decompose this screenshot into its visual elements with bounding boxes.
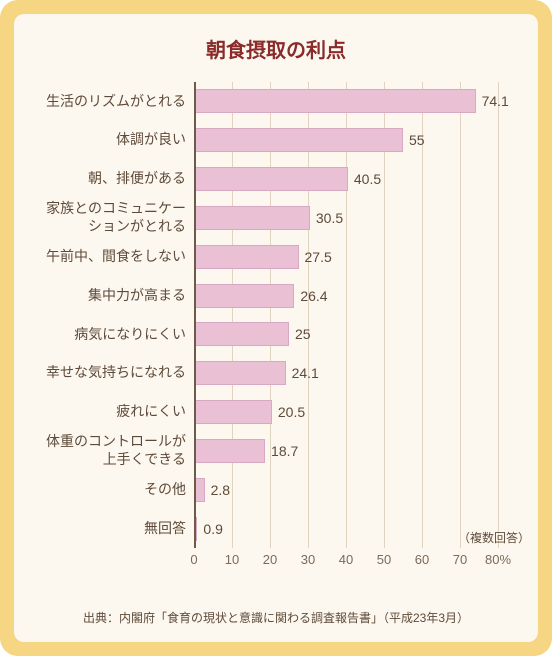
- bar-row: 無回答0.9: [14, 511, 498, 547]
- bar: [194, 284, 294, 308]
- bar-row: 朝、排便がある 40.5: [14, 161, 498, 197]
- bar-label: 家族とのコミュニケー ションがとれる: [14, 200, 194, 235]
- bar-row: 家族とのコミュニケー ションがとれる 30.5: [14, 200, 498, 236]
- card-inner: 朝食摂取の利点 生活のリズムがとれる74.1体調が良い55朝、排便がある40.5…: [14, 14, 538, 642]
- bar-row: 幸せな気持ちになれる 24.1: [14, 355, 498, 391]
- bar-label: 無回答: [14, 520, 194, 538]
- bar-row: 生活のリズムがとれる74.1: [14, 83, 498, 119]
- bar-track: 40.5: [194, 167, 498, 191]
- bar-track: 74.1: [194, 89, 498, 113]
- x-tick-label: 10: [225, 552, 239, 567]
- bar: [194, 400, 272, 424]
- bar: [194, 89, 476, 113]
- bar-track: 24.1: [194, 361, 498, 385]
- bar-value: 25: [289, 322, 311, 346]
- bar-value: 74.1: [476, 89, 509, 113]
- bar-rows: 生活のリズムがとれる74.1体調が良い55朝、排便がある40.5家族とのコミュニ…: [14, 82, 498, 548]
- x-tick-label: 40: [339, 552, 353, 567]
- bar-value: 26.4: [294, 284, 327, 308]
- bar: [194, 245, 299, 269]
- x-tick-label: 80%: [485, 552, 511, 567]
- bar-track: 2.8: [194, 478, 498, 502]
- bar-row: その他 2.8: [14, 472, 498, 508]
- bar: [194, 128, 403, 152]
- x-tick-label: 60: [415, 552, 429, 567]
- bar-label: 朝、排便がある: [14, 170, 194, 188]
- bar-track: 55: [194, 128, 498, 152]
- chart-area: 生活のリズムがとれる74.1体調が良い55朝、排便がある40.5家族とのコミュニ…: [14, 82, 538, 582]
- x-tick-label: 20: [263, 552, 277, 567]
- bar-track: 30.5: [194, 206, 498, 230]
- bar-track: 18.7: [194, 439, 498, 463]
- bar-label: 午前中、間食をしない: [14, 248, 194, 266]
- chart-title: 朝食摂取の利点: [14, 34, 538, 63]
- grid-line: [498, 82, 499, 548]
- bar-track: 20.5: [194, 400, 498, 424]
- bar-label: 病気になりにくい: [14, 326, 194, 344]
- bar-value: 0.9: [197, 517, 222, 541]
- x-tick-label: 30: [301, 552, 315, 567]
- bar-label: 集中力が高まる: [14, 287, 194, 305]
- bar-label: 生活のリズムがとれる: [14, 93, 194, 111]
- bar: [194, 206, 310, 230]
- x-tick-label: 70: [453, 552, 467, 567]
- bar-value: 40.5: [348, 167, 381, 191]
- bar-track: 0.9: [194, 517, 498, 541]
- bar-value: 2.8: [205, 478, 230, 502]
- bar-track: 27.5: [194, 245, 498, 269]
- x-tick-label: 0: [190, 552, 197, 567]
- bar-label: 幸せな気持ちになれる: [14, 364, 194, 382]
- bar-value: 18.7: [265, 439, 298, 463]
- bar-row: 病気になりにくい 25: [14, 316, 498, 352]
- bar-value: 27.5: [299, 245, 332, 269]
- x-tick-label: 50: [377, 552, 391, 567]
- bar: [194, 439, 265, 463]
- y-axis-line: [194, 82, 196, 548]
- bar-track: 25: [194, 322, 498, 346]
- bar-value: 55: [403, 128, 425, 152]
- bar-value: 24.1: [286, 361, 319, 385]
- bar-row: 疲れにくい 20.5: [14, 394, 498, 430]
- bar-track: 26.4: [194, 284, 498, 308]
- bar-label: 体調が良い: [14, 131, 194, 149]
- bar-row: 集中力が高まる 26.4: [14, 278, 498, 314]
- bar-row: 体調が良い 55: [14, 122, 498, 158]
- source-citation: 出典：内閣府「食育の現状と意識に関わる調査報告書」（平成23年3月）: [14, 609, 538, 626]
- bar-label: 疲れにくい: [14, 403, 194, 421]
- bar-label: 体重のコントロールが 上手くできる: [14, 433, 194, 468]
- bar: [194, 322, 289, 346]
- bar: [194, 167, 348, 191]
- bar-value: 20.5: [272, 400, 305, 424]
- x-axis-ticks: 01020304050607080%: [194, 552, 498, 572]
- bar-value: 30.5: [310, 206, 343, 230]
- bar-label: その他: [14, 481, 194, 499]
- card-outer: 朝食摂取の利点 生活のリズムがとれる74.1体調が良い55朝、排便がある40.5…: [0, 0, 552, 656]
- bar-row: 体重のコントロールが 上手くできる 18.7: [14, 433, 498, 469]
- bar: [194, 361, 286, 385]
- bar-row: 午前中、間食をしない 27.5: [14, 239, 498, 275]
- bar: [194, 478, 205, 502]
